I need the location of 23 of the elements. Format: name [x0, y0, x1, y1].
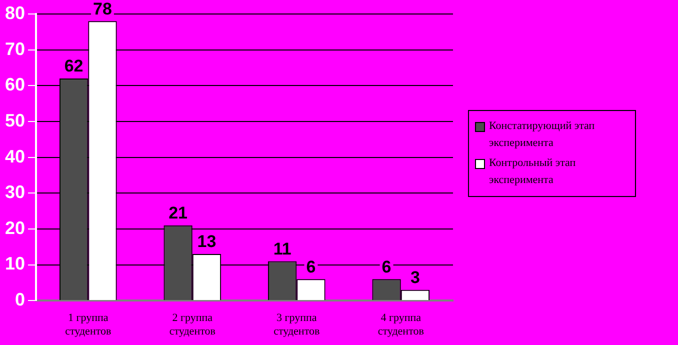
data-label: 3: [410, 268, 420, 288]
legend-label: Контрольный этап эксперимента: [489, 156, 577, 188]
y-tick-label: 50: [4, 110, 26, 130]
x-tick-label: 2 группа студентов: [169, 312, 216, 338]
y-tick-label: 70: [4, 38, 26, 59]
data-label: 13: [197, 232, 216, 252]
legend-label: Констатирующий этап эксперимента: [489, 119, 596, 151]
data-label: 78: [93, 0, 112, 18]
y-tick-label: 40: [4, 146, 26, 166]
y-tick-label: 60: [4, 74, 26, 95]
y-tick-label: 80: [4, 2, 26, 23]
data-label: 6: [382, 257, 392, 276]
data-label: 11: [273, 239, 292, 258]
data-label: 6: [306, 257, 316, 276]
data-label: 21: [168, 204, 188, 223]
y-tick-label: 30: [4, 182, 26, 202]
x-tick-label: 3 группа студентов: [274, 312, 320, 338]
x-tick-label: 4 группа студентов: [378, 312, 424, 338]
data-label: 62: [64, 56, 84, 76]
y-tick-label: 0: [15, 290, 26, 310]
y-tick-label: 20: [4, 218, 26, 238]
y-tick-label: 10: [4, 254, 26, 274]
x-tick-label: 1 группа студентов: [65, 312, 112, 338]
